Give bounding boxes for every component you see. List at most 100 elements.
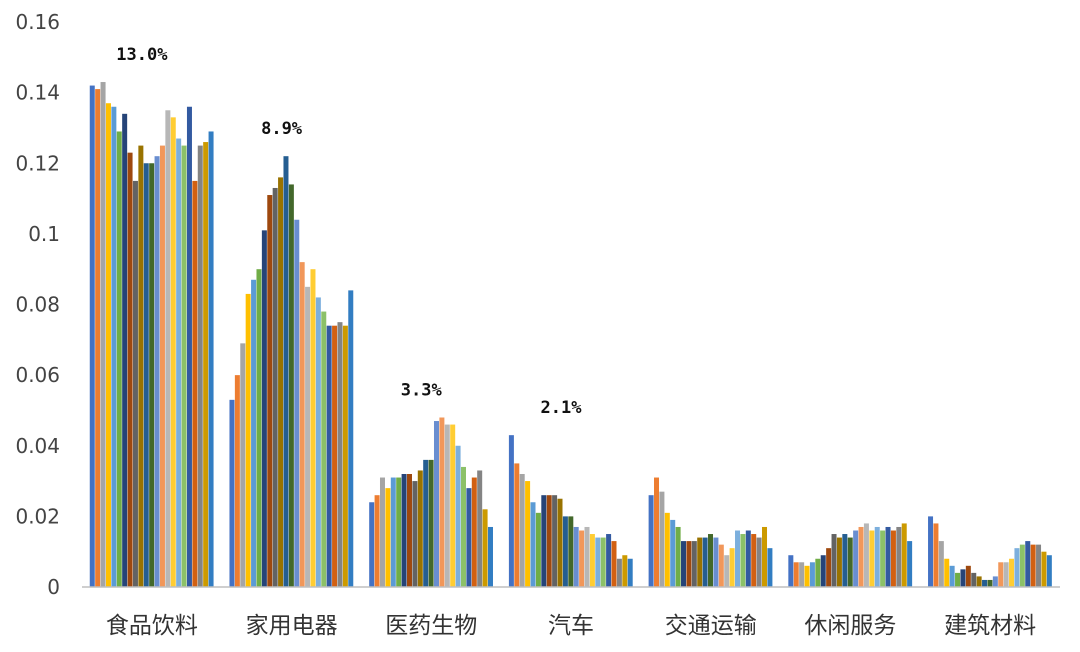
bar [482,509,488,587]
bar [1003,562,1009,587]
bar [627,558,633,587]
bar [197,145,203,587]
bar [955,572,961,588]
bar [487,526,493,587]
bar-group [89,82,214,587]
bar [326,325,332,587]
bar [869,530,875,587]
bar [756,537,762,587]
bar [579,530,585,587]
bar [229,399,235,587]
bar [907,541,913,587]
bar [815,558,821,587]
bar [530,502,536,587]
bar [885,526,891,587]
bar [901,523,907,587]
bar [552,495,558,587]
bar [460,466,466,587]
bar [278,177,284,588]
bar [697,537,703,587]
bar [401,474,407,587]
bar [831,534,837,587]
bar [971,572,977,588]
bar [589,534,595,587]
bar [390,477,396,587]
bar [713,537,719,587]
bar [762,526,768,587]
bar [95,89,101,587]
bar [541,495,547,587]
bar [842,534,848,587]
y-tick-label: 0.12 [15,151,60,175]
bar [987,579,993,587]
bar [251,279,257,587]
bar [708,534,714,587]
bar [1046,555,1052,587]
bar [525,481,531,587]
x-axis: 食品饮料 家用电器 医药生物 汽车 交通运输 休闲服务 建筑材料 [106,613,1036,639]
bar [659,491,665,587]
bar [149,163,155,587]
y-tick-label: 0.02 [15,504,60,528]
bar [245,293,251,587]
bar [132,180,138,587]
bar [305,286,311,587]
bar [176,138,182,587]
bar [949,565,955,587]
bar [261,230,267,587]
bar [648,495,654,587]
bar [944,558,950,587]
bar [519,474,525,587]
bar [896,526,902,587]
bar [562,516,568,588]
bar [138,145,144,587]
y-tick-label: 0.04 [15,434,60,458]
bar [288,184,294,587]
bar [809,562,815,587]
bar [1025,541,1031,587]
bar [450,424,456,587]
bar [858,526,864,587]
bar [455,445,461,587]
bar [423,459,429,588]
bar [439,417,445,587]
y-tick-label: 0.1 [28,222,60,246]
bar [165,110,171,587]
bar-group [648,477,773,588]
bar [826,548,832,587]
bar [686,541,692,587]
bar [337,322,343,587]
y-tick-label: 0.08 [15,293,60,317]
bar [89,85,95,587]
bar [751,534,757,587]
bar [606,534,612,587]
bar [508,435,514,587]
bar [670,519,676,587]
bar [514,463,520,587]
bar [976,576,982,587]
annotation-label: 3.3% [401,381,443,401]
bar [267,195,273,587]
x-tick-label: 医药生物 [385,613,477,639]
x-tick-label: 食品饮料 [106,613,198,639]
bar [820,555,826,587]
bar [568,516,574,588]
annotation-label: 2.1% [541,398,583,418]
bar [321,311,327,587]
bar [681,541,687,587]
bar [793,562,799,587]
bar [799,562,805,587]
bar [611,541,617,587]
bar [116,131,122,587]
bar [1030,544,1036,588]
bar [863,523,869,587]
bar [192,180,198,587]
bar [998,562,1004,587]
annotations: 13.0% 8.9% 3.3% 2.1% [116,45,582,418]
bar [385,488,391,588]
bar [788,555,794,587]
bar [122,113,128,587]
bar [836,537,842,587]
bar [203,142,209,587]
